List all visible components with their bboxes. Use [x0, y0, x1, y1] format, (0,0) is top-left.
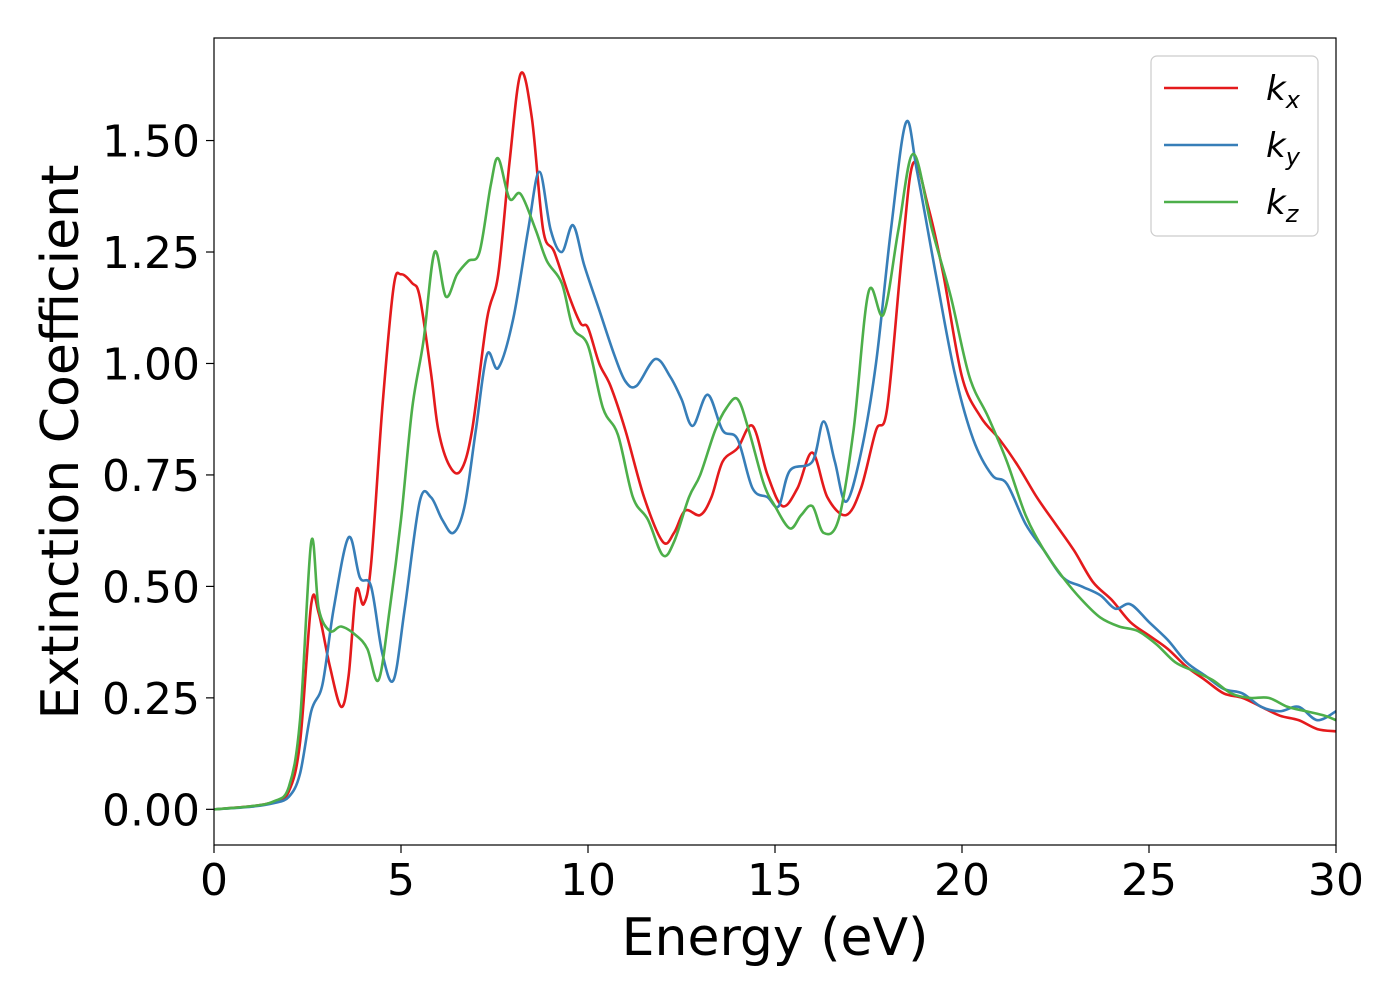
x-axis: 0 5 10 15 20 25 30	[200, 845, 1364, 906]
y-tick-label: 0.50	[102, 562, 200, 613]
x-tick-label: 10	[560, 855, 616, 906]
legend-label-z: kz	[1266, 183, 1300, 228]
y-tick-label: 1.50	[102, 117, 200, 168]
x-axis-label: Energy (eV)	[622, 908, 929, 968]
x-tick-label: 30	[1308, 855, 1364, 906]
y-tick-label: 0.75	[102, 451, 200, 502]
y-tick-label: 0.25	[102, 674, 200, 725]
x-tick-label: 5	[387, 855, 415, 906]
series-line-z	[214, 152, 1336, 811]
x-tick-label: 0	[200, 855, 228, 906]
x-tick-label: 20	[934, 855, 990, 906]
series-layer	[214, 71, 1336, 811]
y-axis-label: Extinction Coefficient	[31, 165, 91, 720]
y-axis: 0.00 0.25 0.50 0.75 1.00 1.25 1.50	[102, 117, 214, 836]
y-tick-label: 1.25	[102, 228, 200, 279]
series-line-y	[214, 119, 1336, 811]
x-tick-label: 25	[1121, 855, 1177, 906]
y-tick-label: 1.00	[102, 339, 200, 390]
x-tick-label: 15	[747, 855, 803, 906]
series-line-x	[214, 71, 1336, 811]
y-tick-label: 0.00	[102, 785, 200, 836]
